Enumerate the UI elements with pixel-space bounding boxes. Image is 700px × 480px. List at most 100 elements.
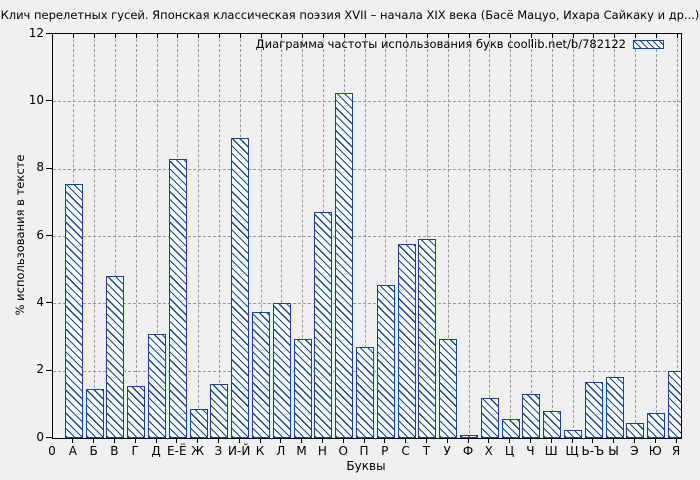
- top-tick-mark: [364, 34, 366, 38]
- y-tick-mark: [46, 235, 52, 236]
- gridline-v: [551, 34, 553, 438]
- x-tick-label: К: [255, 444, 265, 458]
- top-tick-mark: [177, 34, 179, 38]
- y-tick-mark: [46, 369, 52, 371]
- gridline-v: [530, 34, 532, 438]
- x-tick-mark: [301, 439, 303, 443]
- gridline-v: [614, 34, 616, 438]
- x-tick-label: Б: [89, 444, 98, 458]
- bar: [605, 377, 624, 438]
- x-axis-title: Буквы: [346, 459, 386, 473]
- bar: [64, 184, 83, 438]
- top-tick-mark: [239, 34, 241, 38]
- x-tick-mark: [571, 439, 573, 443]
- x-tick-mark: [550, 439, 552, 443]
- top-tick-mark: [302, 34, 304, 38]
- legend-hatch-swatch-icon: [633, 39, 664, 49]
- x-tick-label: Щ: [565, 444, 579, 458]
- x-tick-mark: [176, 439, 178, 443]
- gridline-v: [385, 34, 387, 438]
- y-tick-label: 10: [28, 92, 44, 107]
- x-tick-label: М: [296, 444, 307, 458]
- chart-title: Клич перелетных гусей. Японская классиче…: [0, 8, 700, 22]
- top-tick-mark: [468, 34, 470, 38]
- x-tick-mark: [134, 439, 136, 443]
- gridline-v: [676, 34, 678, 438]
- top-tick-mark: [73, 34, 75, 38]
- x-tick-mark: [384, 439, 386, 443]
- gridline-v: [281, 34, 283, 438]
- bar: [376, 285, 395, 438]
- x-tick-label: Ф: [462, 444, 474, 458]
- bar: [293, 339, 312, 438]
- top-tick-mark: [572, 34, 574, 38]
- top-tick-mark: [510, 34, 512, 38]
- top-tick-mark: [447, 34, 449, 38]
- x-tick-label: Л: [276, 444, 286, 458]
- gridline-v: [302, 34, 304, 438]
- top-tick-mark: [426, 34, 428, 38]
- x-tick-mark: [633, 439, 635, 443]
- gridline-h: [53, 303, 681, 305]
- top-tick-mark: [114, 34, 116, 38]
- x-tick-mark: [155, 439, 157, 443]
- y-tick-label: 6: [36, 227, 44, 242]
- top-tick-mark: [281, 34, 283, 38]
- bar: [148, 334, 166, 438]
- top-tick-mark: [322, 34, 324, 38]
- y-tick-label: 8: [36, 160, 44, 175]
- x-tick-mark: [93, 439, 95, 443]
- x-tick-label: Х: [484, 444, 493, 458]
- x-tick-mark: [613, 439, 615, 443]
- top-tick-mark: [198, 34, 200, 38]
- x-origin-label: 0: [48, 444, 56, 458]
- bar: [168, 159, 187, 438]
- x-tick-label: У: [443, 444, 451, 458]
- x-tick-mark: [446, 439, 448, 443]
- gridline-v: [572, 34, 574, 438]
- gridline-v: [94, 34, 96, 438]
- x-tick-label: Н: [317, 444, 327, 458]
- x-tick-mark: [592, 439, 594, 443]
- x-tick-label: Ы: [608, 444, 619, 458]
- x-tick-label: Ц: [504, 444, 515, 458]
- bar: [231, 138, 250, 438]
- top-tick-mark: [406, 34, 408, 38]
- top-tick-mark: [489, 34, 491, 38]
- bar: [314, 212, 333, 438]
- bar: [480, 398, 499, 438]
- x-tick-mark: [405, 439, 407, 443]
- x-tick-label: Ь-Ъ: [581, 444, 605, 458]
- bar: [252, 312, 270, 438]
- gridline-v: [447, 34, 449, 438]
- y-tick-mark: [46, 437, 52, 438]
- x-tick-label: Ю: [648, 444, 662, 458]
- x-tick-mark: [113, 439, 115, 443]
- x-tick-mark: [280, 439, 282, 443]
- y-tick-mark: [46, 33, 52, 34]
- bar: [626, 423, 645, 438]
- bar: [272, 303, 291, 438]
- x-tick-mark: [488, 439, 490, 443]
- x-tick-label: Г: [131, 444, 139, 458]
- x-tick-mark: [654, 439, 656, 443]
- bar: [189, 409, 208, 438]
- gridline-v: [489, 34, 491, 438]
- bar: [356, 347, 374, 438]
- gridline-h: [53, 236, 681, 237]
- x-tick-label: С: [401, 444, 410, 458]
- gridline-v: [218, 34, 220, 438]
- gridline-v: [135, 34, 137, 438]
- x-tick-label: З: [214, 444, 223, 458]
- top-tick-mark: [593, 34, 595, 38]
- x-tick-mark: [509, 439, 511, 443]
- y-tick-mark: [46, 167, 52, 169]
- gridline-v: [468, 34, 470, 438]
- x-tick-label: И-Й: [228, 444, 251, 458]
- x-tick-label: Ш: [544, 444, 558, 458]
- top-tick-mark: [385, 34, 387, 38]
- top-tick-mark: [260, 34, 262, 38]
- gridline-v: [634, 34, 636, 438]
- x-tick-label: Э: [630, 444, 639, 458]
- x-tick-mark: [342, 439, 344, 443]
